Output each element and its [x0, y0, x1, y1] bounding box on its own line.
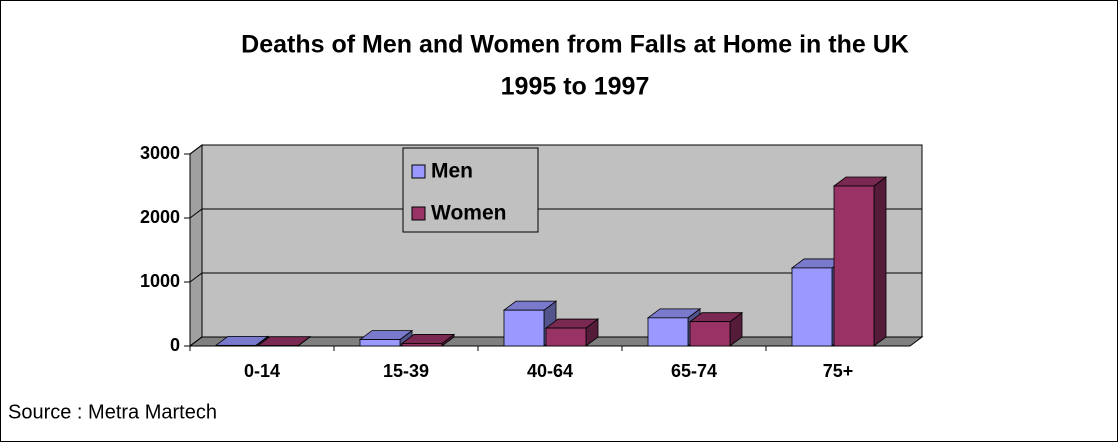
bar [358, 329, 414, 347]
bar-front [791, 267, 833, 347]
bar-front [689, 321, 731, 347]
grid-line [189, 272, 922, 283]
bar-front [833, 185, 875, 347]
legend-swatch [411, 206, 426, 221]
bar-front [359, 339, 401, 347]
grid-line [189, 144, 922, 155]
legend: Men Women [402, 147, 539, 233]
legend-box [402, 147, 539, 233]
legend-swatch [411, 164, 426, 179]
source-note: Source : Metra Martech [8, 401, 217, 423]
grid-line [189, 208, 922, 219]
y-tick-label: 1000 [140, 271, 180, 291]
y-tick-label: 0 [170, 335, 180, 355]
side-wall [189, 144, 203, 347]
bar [214, 335, 270, 347]
bar [832, 176, 888, 347]
legend-label: Men [431, 160, 473, 183]
chart-subtitle: 1995 to 1997 [501, 73, 650, 101]
bar-front [215, 344, 257, 347]
bar-front [401, 343, 443, 347]
x-tick-label: 75+ [823, 361, 854, 381]
x-tick-label: 40-64 [527, 361, 573, 381]
legend-label: Women [431, 202, 506, 225]
bar-front [647, 317, 689, 347]
bar [256, 335, 312, 347]
bar-front [545, 327, 587, 347]
x-tick-label: 65-74 [671, 361, 717, 381]
y-tick-label: 2000 [140, 207, 180, 227]
bar [400, 333, 456, 347]
x-tick-label: 15-39 [383, 361, 429, 381]
chart-title: Deaths of Men and Women from Falls at Ho… [241, 31, 909, 59]
x-tick-label: 0-14 [244, 361, 280, 381]
bar [544, 318, 600, 347]
bar-front [503, 309, 545, 347]
y-tick-label: 3000 [140, 143, 180, 163]
bar [688, 311, 744, 347]
bar-side [873, 176, 887, 347]
